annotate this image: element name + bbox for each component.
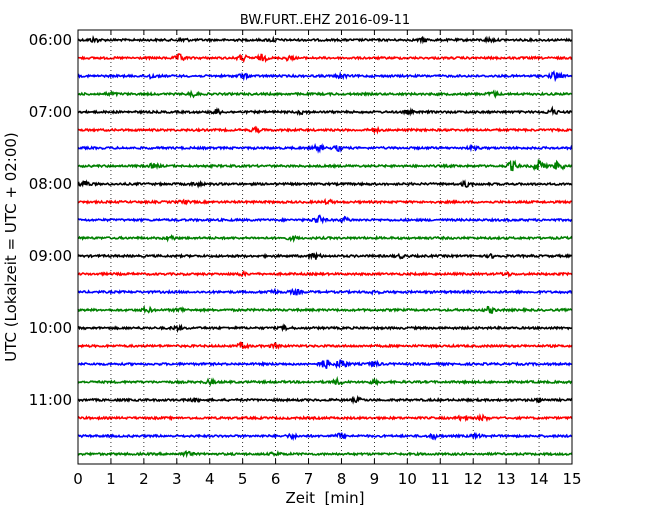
- x-tick-label: 11: [431, 470, 450, 488]
- x-tick-label: 6: [271, 470, 281, 488]
- x-tick-label: 5: [238, 470, 248, 488]
- seismic-trace: [77, 375, 573, 387]
- y-tick-label: 07:00: [29, 103, 72, 121]
- seismic-trace: [77, 125, 573, 135]
- seismic-trace: [77, 70, 573, 83]
- seismic-trace: [77, 197, 573, 206]
- seismic-trace: [77, 287, 573, 296]
- x-tick-label: 4: [205, 470, 215, 488]
- x-tick-label: 12: [464, 470, 483, 488]
- x-tick-label: 8: [337, 470, 347, 488]
- x-tick-label: 14: [530, 470, 549, 488]
- y-axis-label: UTC (Lokalzeit = UTC + 02:00): [2, 132, 20, 362]
- y-tick-label: 11:00: [29, 391, 72, 409]
- x-tick-label: 7: [304, 470, 314, 488]
- seismic-trace: [77, 142, 573, 154]
- seismic-trace: [78, 394, 573, 405]
- x-tick-label: 10: [398, 470, 417, 488]
- seismic-trace: [77, 359, 573, 370]
- x-tick-label: 9: [370, 470, 380, 488]
- seismic-trace: [77, 341, 573, 350]
- seismic-trace: [77, 450, 573, 459]
- seismic-trace: [77, 234, 573, 243]
- seismic-trace: [77, 304, 573, 315]
- x-tick-label: 13: [497, 470, 516, 488]
- seismic-trace: [77, 179, 573, 189]
- x-axis-label: Zeit [min]: [285, 489, 364, 507]
- seismic-trace: [77, 270, 573, 279]
- seismic-trace: [77, 159, 573, 172]
- seismic-trace: [77, 105, 573, 117]
- seismic-trace: [77, 35, 573, 45]
- y-tick-label: 06:00: [29, 31, 72, 49]
- x-tick-label: 0: [73, 470, 83, 488]
- y-tick-label: 09:00: [29, 247, 72, 265]
- y-tick-label: 10:00: [29, 319, 72, 337]
- seismic-trace: [77, 214, 573, 225]
- seismic-trace: [77, 89, 573, 99]
- seismic-trace: [77, 251, 573, 261]
- x-axis-ticks: 0 1 2 3 4 5 6 7 8 9 10 11 12 13 14 15: [73, 30, 582, 488]
- seismic-trace: [77, 431, 573, 442]
- y-tick-label: 08:00: [29, 175, 72, 193]
- plot-frame: [77, 29, 573, 465]
- seismic-trace: [77, 413, 573, 423]
- x-tick-label: 15: [562, 470, 581, 488]
- x-tick-label: 1: [106, 470, 116, 488]
- vertical-grid: [110, 30, 540, 464]
- chart-title: BW.FURT..EHZ 2016-09-11: [240, 13, 410, 28]
- y-axis-ticks: 06:00 07:00 08:00 09:00 10:00 11:00: [29, 31, 572, 409]
- trace-group: [77, 35, 573, 459]
- x-tick-label: 2: [139, 470, 149, 488]
- seismic-trace: [77, 323, 573, 334]
- x-tick-label: 3: [172, 470, 182, 488]
- seismic-trace: [77, 53, 573, 64]
